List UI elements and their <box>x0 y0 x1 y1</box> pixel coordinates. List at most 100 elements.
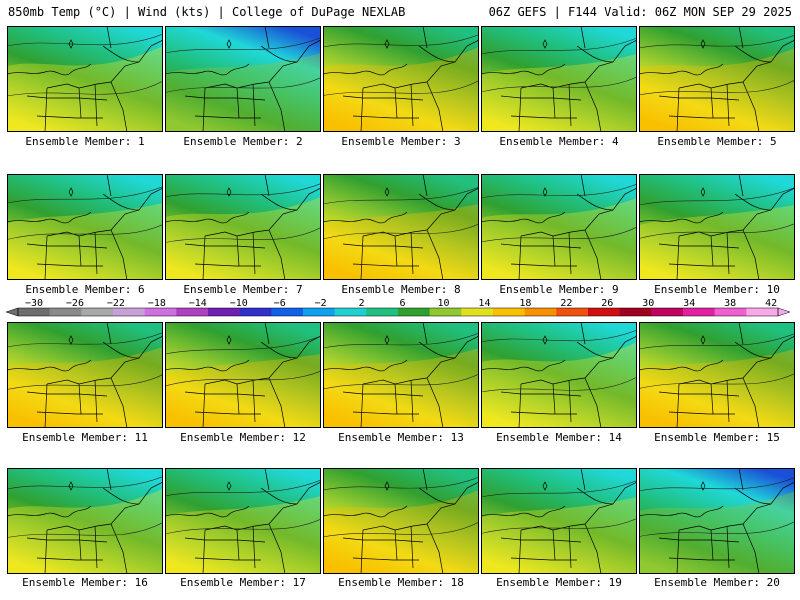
diamond-icon <box>68 481 74 491</box>
colorbar-tick-label: 14 <box>478 298 490 309</box>
boundaries <box>165 468 321 574</box>
panel-border <box>481 26 637 132</box>
panel-border <box>7 26 163 132</box>
boundaries <box>165 174 321 280</box>
boundaries <box>481 468 637 574</box>
temperature-field <box>165 174 321 280</box>
diamond-icon <box>700 187 706 197</box>
colorbar-border <box>17 307 779 317</box>
panel-border <box>323 322 479 428</box>
colorbar-tick-label: −18 <box>148 298 166 309</box>
temperature-map <box>481 468 637 574</box>
colorbar-swatch <box>49 308 82 316</box>
contours <box>639 333 795 389</box>
boundaries <box>639 174 795 280</box>
diamond-icon <box>226 39 232 49</box>
colorbar-swatch <box>524 308 557 316</box>
boundaries <box>481 26 637 132</box>
diamond-icon <box>384 481 390 491</box>
colorbar-swatch <box>366 308 399 316</box>
colorbar-tick-label: −14 <box>189 298 207 309</box>
ensemble-panel <box>7 26 163 132</box>
boundaries <box>481 322 637 428</box>
ensemble-panel <box>639 174 795 280</box>
ensemble-panel <box>7 322 163 428</box>
panel-border <box>7 322 163 428</box>
title-right: 06Z GEFS | F144 Valid: 06Z MON SEP 29 20… <box>488 5 792 19</box>
ensemble-panel <box>639 26 795 132</box>
contours <box>165 479 321 535</box>
contours <box>481 37 637 93</box>
diamond-icon <box>700 481 706 491</box>
contours <box>481 329 637 393</box>
temperature-colorbar: −30 −26 −22 −18 −14 −10 −6 −2 2 6 10 14 18 22 26 30 34 38… <box>0 297 800 319</box>
ensemble-panel <box>481 174 637 280</box>
colorbar-tick-label: 26 <box>601 298 613 309</box>
temperature-field <box>323 468 479 574</box>
panel-caption: Ensemble Member: 5 <box>657 135 777 148</box>
boundaries <box>639 468 795 574</box>
panel-caption: Ensemble Member: 2 <box>183 135 303 148</box>
panel-caption: Ensemble Member: 6 <box>25 283 145 296</box>
temperature-map <box>639 26 795 132</box>
colorbar-swatch <box>556 308 589 316</box>
panel-border <box>639 174 795 280</box>
contours <box>639 477 795 537</box>
colorbar-swatch <box>619 308 652 316</box>
ensemble-panel <box>165 174 321 280</box>
diamond-icon <box>226 481 232 491</box>
boundaries <box>323 174 479 280</box>
temperature-map <box>639 322 795 428</box>
panel-caption: Ensemble Member: 10 <box>654 283 780 296</box>
colorbar-tick-label: 42 <box>765 298 777 309</box>
diamond-icon <box>226 335 232 345</box>
contours <box>323 332 479 390</box>
panel-caption: Ensemble Member: 1 <box>25 135 145 148</box>
diamond-icon <box>384 187 390 197</box>
boundaries <box>7 322 163 428</box>
boundaries <box>165 322 321 428</box>
panel-caption: Ensemble Member: 19 <box>496 576 622 589</box>
boundaries <box>165 26 321 132</box>
panel-caption: Ensemble Member: 20 <box>654 576 780 589</box>
panel-caption: Ensemble Member: 7 <box>183 283 303 296</box>
temperature-field <box>639 174 795 280</box>
panel-caption: Ensemble Member: 15 <box>654 431 780 444</box>
contours <box>7 33 163 97</box>
colorbar-tick-label: −22 <box>107 298 125 309</box>
panel-border <box>639 322 795 428</box>
contours <box>7 476 163 538</box>
colorbar-tick-label: −6 <box>274 298 286 309</box>
boundaries <box>7 468 163 574</box>
diamond-icon <box>68 187 74 197</box>
colorbar-swatch <box>176 308 209 316</box>
panel-border <box>165 26 321 132</box>
panel-caption: Ensemble Member: 8 <box>341 283 461 296</box>
panel-caption: Ensemble Member: 17 <box>180 576 306 589</box>
panel-border <box>639 468 795 574</box>
diamond-icon <box>384 335 390 345</box>
diamond-icon <box>68 335 74 345</box>
colorbar-swatch <box>303 308 335 316</box>
panel-border <box>165 322 321 428</box>
temperature-field <box>639 26 795 132</box>
panel-border <box>7 174 163 280</box>
colorbar-swatch <box>398 308 430 316</box>
boundaries <box>7 174 163 280</box>
colorbar-swatch <box>81 308 114 316</box>
colorbar-swatch <box>334 308 367 316</box>
colorbar-tick-label: 34 <box>683 298 695 309</box>
ensemble-panel <box>639 322 795 428</box>
panel-caption: Ensemble Member: 13 <box>338 431 464 444</box>
ensemble-panel <box>323 322 479 428</box>
temperature-map <box>165 468 321 574</box>
diamond-icon <box>384 39 390 49</box>
temperature-map <box>165 26 321 132</box>
panel-caption: Ensemble Member: 16 <box>22 576 148 589</box>
colorbar-swatch <box>208 308 240 316</box>
temperature-map <box>639 174 795 280</box>
ensemble-panel <box>323 468 479 574</box>
colorbar-tick-label: 6 <box>400 298 406 309</box>
colorbar-tick-label: 30 <box>642 298 654 309</box>
temperature-field <box>165 322 321 428</box>
